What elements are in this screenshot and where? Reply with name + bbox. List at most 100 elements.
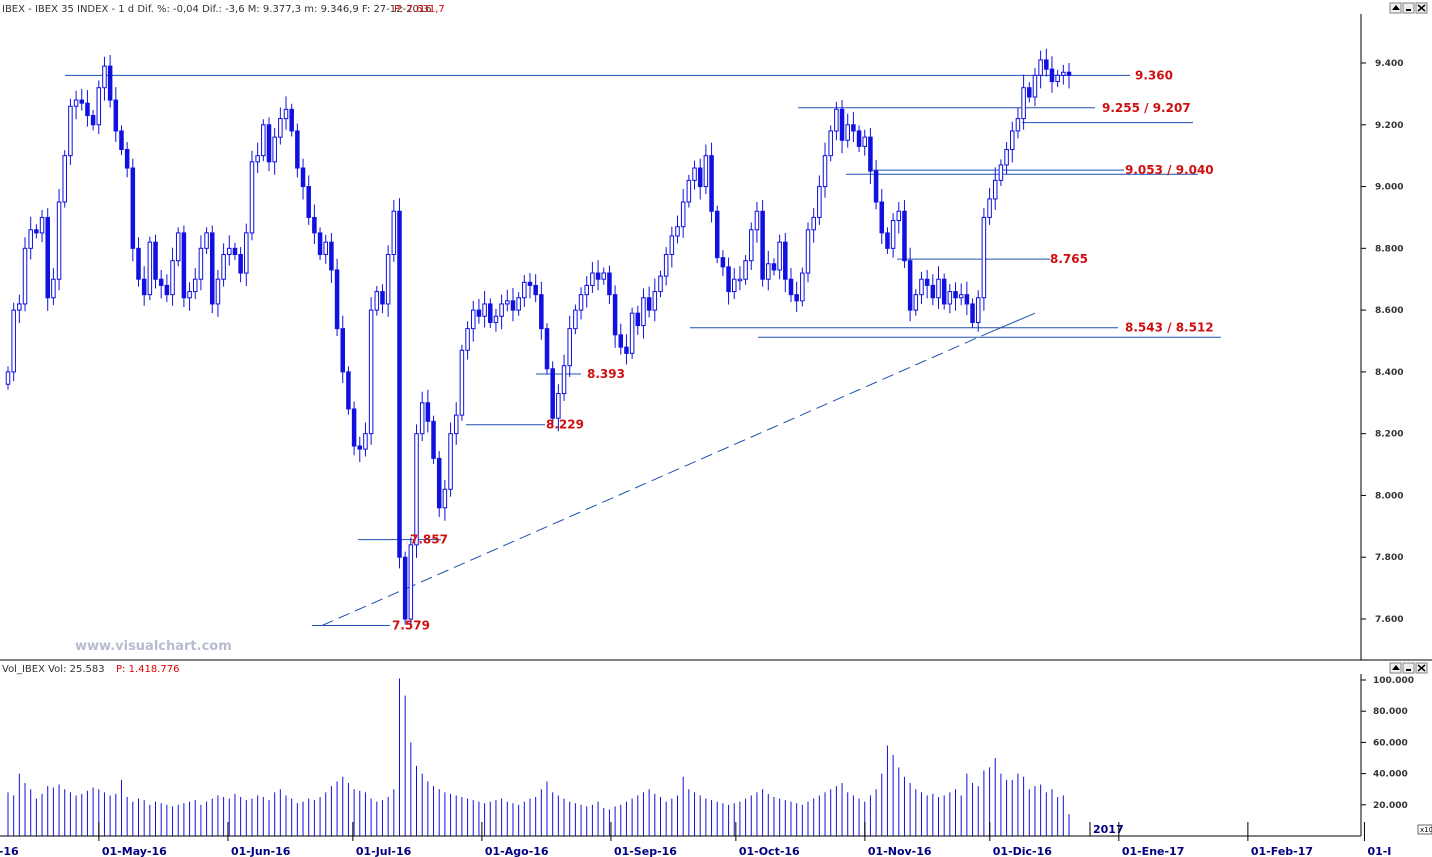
level-label: 9.255 / 9.207 — [1102, 101, 1191, 115]
trendline — [321, 312, 1036, 626]
minimize-button[interactable] — [1402, 2, 1415, 14]
candle-body — [272, 136, 277, 163]
price-panel-header: IBEX - IBEX 35 INDEX - 1 d Dif. %: -0,04… — [2, 4, 445, 15]
candle-body — [890, 220, 896, 249]
candle-body — [607, 272, 612, 296]
candle-body — [1010, 130, 1015, 150]
candle-body — [402, 556, 408, 620]
candle-body — [68, 105, 73, 157]
candle-body — [811, 216, 816, 231]
x-tick-label: Abr-16 — [0, 845, 19, 857]
volume-panel-header: Vol_IBEX Vol: 25.583 P: 1.418.776 — [2, 664, 179, 675]
candle-body — [924, 278, 930, 286]
level-label: 8.543 / 8.512 — [1125, 321, 1214, 335]
candle-body — [238, 254, 243, 274]
candle-body — [283, 108, 289, 120]
volume-panel-buttons — [1389, 662, 1428, 674]
year-label: 2017 — [1093, 823, 1124, 836]
candle-body — [726, 266, 731, 293]
candle-body — [839, 108, 845, 141]
volume-header-p: P: 1.418.776 — [116, 664, 179, 675]
volume-minimize-button[interactable] — [1402, 662, 1415, 674]
candle-body — [380, 291, 385, 305]
x-tick-label: 01-Feb-17 — [1251, 845, 1313, 857]
candle-body — [192, 278, 198, 293]
close-button[interactable] — [1415, 2, 1428, 14]
candle-body — [499, 303, 504, 317]
candle-body — [1004, 148, 1009, 166]
candle-body — [102, 65, 107, 89]
candle-body — [953, 291, 958, 299]
volume-restore-button[interactable] — [1389, 662, 1402, 674]
candle-body — [351, 408, 357, 447]
candle-body — [425, 402, 431, 422]
candle-body — [646, 297, 652, 311]
candle-body — [941, 278, 947, 305]
candle-body — [805, 229, 811, 274]
candle-body — [227, 247, 232, 256]
candle-body — [720, 257, 726, 268]
restore-button[interactable] — [1389, 2, 1402, 14]
candle-body — [527, 281, 533, 286]
candle-body — [669, 235, 675, 256]
candle-body — [261, 124, 266, 157]
candle-body — [56, 201, 62, 280]
candle-body — [278, 118, 283, 138]
candle-body — [465, 328, 470, 351]
scale-badge: x10 — [1417, 824, 1432, 835]
x-axis: Abr-16 01-May-16 01-Jun-16 01-Jul-16 01-Ago-… — [0, 822, 1391, 857]
candle-body — [601, 272, 607, 280]
candle-body — [96, 87, 102, 126]
candle-body — [1032, 74, 1038, 98]
candle-body — [584, 284, 589, 296]
volume-y-axis: 20.000 40.000 60.000 80.000 100.000 — [1361, 676, 1414, 811]
candle-body — [62, 155, 67, 203]
candle-body — [800, 272, 805, 302]
candle-body — [85, 102, 90, 117]
candles — [5, 48, 1072, 629]
candle-body — [635, 312, 641, 327]
candle-body — [232, 247, 238, 256]
candle-body — [215, 278, 221, 305]
candle-body — [22, 247, 28, 305]
scale-badge-text: x10 — [1420, 826, 1432, 834]
candle-body — [896, 210, 902, 222]
volume-tick-label: 80.000 — [1373, 707, 1408, 717]
candle-body — [680, 201, 686, 228]
candle-body — [1027, 87, 1032, 98]
x-tick-label: 01-Ene-17 — [1122, 845, 1185, 857]
candle-body — [714, 210, 720, 259]
candle-body — [1049, 68, 1055, 83]
close-icon — [1417, 4, 1426, 12]
candle-body — [794, 294, 799, 302]
candle-body — [510, 300, 516, 311]
candle-body — [249, 161, 255, 234]
candle-body — [505, 300, 510, 305]
volume-tick-label: 60.000 — [1373, 738, 1408, 748]
candle-body — [817, 186, 822, 218]
candle-body — [329, 241, 334, 271]
candle-body — [436, 457, 442, 509]
candle-body — [766, 263, 771, 280]
candle-body — [312, 216, 317, 234]
candle-body — [737, 278, 743, 282]
level-label: 9.360 — [1135, 68, 1173, 82]
candle-body — [856, 130, 862, 147]
candle-body — [686, 179, 692, 203]
candle-body — [987, 198, 992, 218]
candle-body — [204, 232, 209, 249]
candle-body — [970, 303, 975, 323]
volume-close-button[interactable] — [1415, 662, 1428, 674]
candle-body — [919, 278, 924, 296]
candle-body — [357, 445, 363, 450]
candle-body — [187, 291, 192, 299]
candle-body — [431, 420, 436, 459]
level-labels: 9.360 9.255 / 9.207 9.053 / 9.040 8.765 8.54… — [392, 68, 1214, 632]
candle-body — [51, 278, 56, 299]
price-tick-label: 9.400 — [1375, 59, 1403, 69]
arrow-up-icon — [1392, 665, 1400, 670]
candle-body — [539, 294, 544, 330]
candle-body — [550, 368, 555, 419]
candle-body — [11, 309, 16, 373]
candle-body — [590, 272, 595, 286]
